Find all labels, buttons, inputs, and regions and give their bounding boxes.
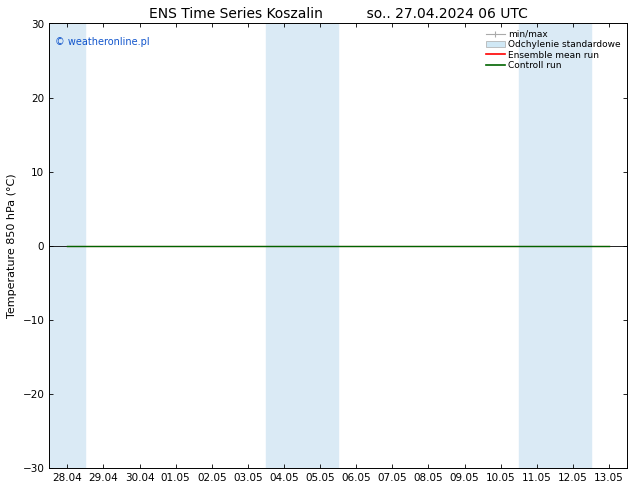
Bar (555, 24, 591, 468)
Legend: min/max, Odchylenie standardowe, Ensemble mean run, Controll run: min/max, Odchylenie standardowe, Ensembl… (484, 28, 623, 72)
Title: ENS Time Series Koszalin          so.. 27.04.2024 06 UTC: ENS Time Series Koszalin so.. 27.04.2024… (149, 7, 527, 21)
Bar (266, 24, 302, 468)
Bar (519, 24, 555, 468)
Y-axis label: Temperature 850 hPa (°C): Temperature 850 hPa (°C) (7, 173, 17, 318)
Bar (302, 24, 338, 468)
Bar (49, 24, 86, 468)
Text: © weatheronline.pl: © weatheronline.pl (55, 37, 150, 47)
